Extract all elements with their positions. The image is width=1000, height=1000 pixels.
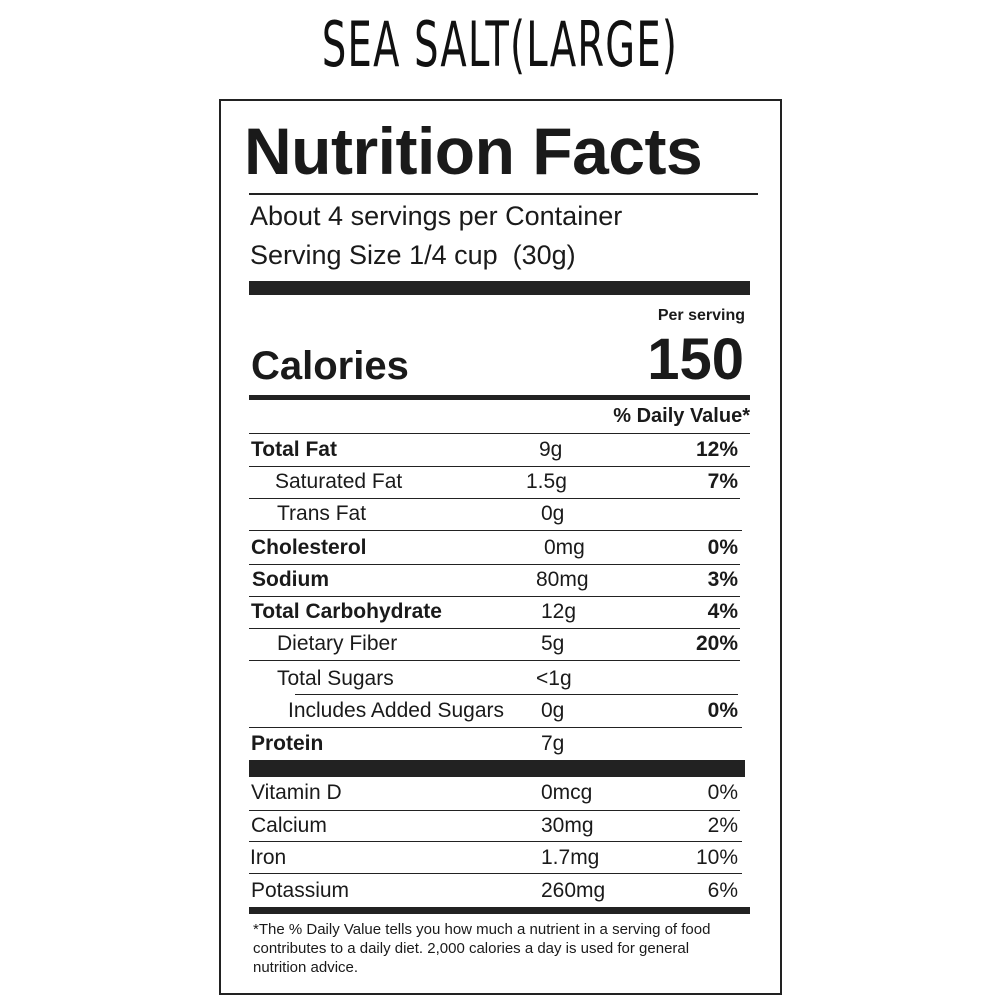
footnote-line: contributes to a daily diet. 2,000 calor…: [253, 940, 690, 957]
nutrient-amount: 0mcg: [541, 780, 593, 804]
nutrient-daily-value: 12%: [695, 437, 738, 461]
nutrient-name: Includes Added Sugars: [288, 698, 504, 722]
nutrient-name: Dietary Fiber: [277, 631, 398, 655]
nutrient-name: Total Carbohydrate: [251, 599, 442, 623]
row-divider: [249, 660, 740, 661]
serving-size: Serving Size 1/4 cup (30g): [250, 240, 576, 270]
nutrient-daily-value: 0%: [707, 698, 738, 722]
thick-divider: [249, 907, 750, 914]
nutrient-amount: 260mg: [541, 878, 606, 902]
nutrient-amount: 0g: [541, 698, 565, 722]
footnote-line: nutrition advice.: [253, 959, 359, 976]
thick-divider: [249, 760, 745, 777]
nutrient-name: Saturated Fat: [275, 469, 403, 493]
nutrient-amount: 1.7mg: [541, 845, 600, 869]
nutrient-name: Trans Fat: [277, 501, 367, 525]
nutrient-name: Vitamin D: [251, 780, 342, 804]
nutrient-daily-value: 0%: [707, 535, 738, 559]
nutrient-name: Total Fat: [251, 437, 337, 461]
nutrient-daily-value: 6%: [707, 878, 738, 902]
nutrient-amount: 1.5g: [526, 469, 567, 493]
nutrient-daily-value: 0%: [707, 780, 738, 804]
nutrient-name: Protein: [251, 731, 324, 755]
row-divider: [249, 596, 740, 597]
row-divider: [249, 564, 740, 565]
calories-label: Calories: [251, 344, 409, 388]
row-divider: [249, 628, 740, 629]
nutrient-amount: 7g: [541, 731, 565, 755]
nutrient-amount: 5g: [541, 631, 565, 655]
daily-value-header: % Daily Value*: [613, 405, 750, 427]
nutrient-daily-value: 4%: [707, 599, 738, 623]
medium-divider: [249, 395, 750, 400]
nutrient-name: Sodium: [252, 567, 329, 591]
product-title: SEA SALT(LARGE): [321, 8, 679, 81]
divider: [249, 193, 758, 195]
row-divider: [249, 841, 742, 842]
nutrient-amount: 9g: [539, 437, 563, 461]
divider: [249, 433, 750, 434]
row-divider: [249, 873, 742, 874]
row-divider: [249, 466, 750, 467]
footnote-line: *The % Daily Value tells you how much a …: [253, 921, 711, 938]
row-divider: [249, 727, 742, 728]
nutrient-amount: 80mg: [536, 567, 589, 591]
nutrient-daily-value: 2%: [707, 813, 738, 837]
nutrient-daily-value: 20%: [695, 631, 738, 655]
nutrient-amount: 0g: [541, 501, 565, 525]
nutrient-name: Total Sugars: [277, 666, 394, 690]
row-divider: [249, 530, 742, 531]
row-divider: [249, 498, 740, 499]
nutrient-name: Iron: [250, 845, 287, 869]
servings-per-container: About 4 servings per Container: [250, 201, 623, 231]
nutrient-daily-value: 10%: [695, 845, 738, 869]
nutrient-amount: <1g: [536, 666, 572, 690]
label-heading: Nutrition Facts: [244, 114, 703, 188]
thick-divider: [249, 281, 750, 295]
nutrient-name: Potassium: [251, 878, 350, 902]
nutrient-amount: 12g: [541, 599, 577, 623]
nutrition-facts-label: [219, 99, 782, 995]
nutrient-name: Calcium: [251, 813, 327, 837]
nutrient-daily-value: 7%: [707, 469, 738, 493]
nutrient-name: Cholesterol: [251, 535, 367, 559]
nutrient-amount: 30mg: [541, 813, 594, 837]
per-serving-label: Per serving: [657, 307, 745, 324]
nutrient-amount: 0mg: [544, 535, 585, 559]
row-divider: [295, 694, 738, 695]
calories-value: 150: [647, 327, 744, 392]
nutrient-daily-value: 3%: [707, 567, 738, 591]
row-divider: [249, 810, 740, 811]
